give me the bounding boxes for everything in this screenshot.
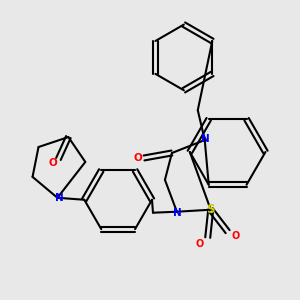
Text: N: N (173, 208, 182, 218)
Text: N: N (201, 134, 210, 144)
Text: O: O (48, 158, 57, 168)
Text: O: O (134, 153, 142, 163)
Text: N: N (55, 193, 64, 203)
Text: S: S (206, 203, 215, 216)
Text: O: O (232, 231, 240, 241)
Text: O: O (196, 238, 204, 249)
